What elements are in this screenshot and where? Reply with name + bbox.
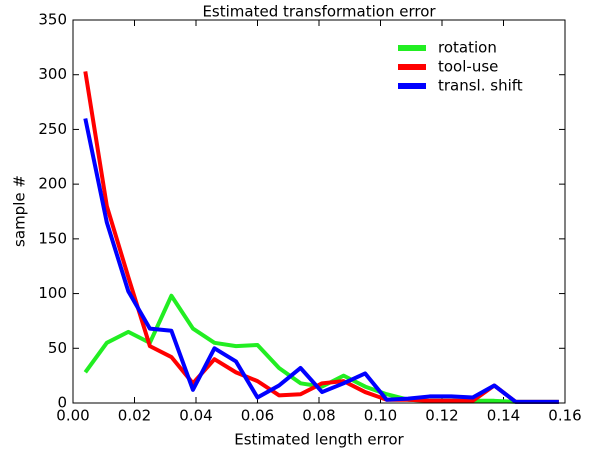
- x-tick-label: 0.06: [241, 407, 274, 425]
- chart-title: Estimated transformation error: [202, 3, 436, 21]
- y-tick-label: 350: [38, 11, 67, 29]
- y-tick-label: 50: [48, 339, 67, 357]
- y-axis-label: sample #: [11, 175, 29, 247]
- y-tick-label: 250: [38, 120, 67, 138]
- y-tick-label: 100: [38, 284, 67, 302]
- legend-label: tool-use: [438, 58, 498, 76]
- data-line: [83, 293, 559, 404]
- x-tick-label: 0.10: [364, 407, 397, 425]
- x-tick-label: 0.08: [302, 407, 335, 425]
- legend-label: rotation: [438, 39, 497, 57]
- x-tick-label: 0.02: [118, 407, 151, 425]
- x-tick-label: 0.14: [487, 407, 520, 425]
- x-tick-label: 0.04: [179, 407, 212, 425]
- data-line: [83, 118, 559, 404]
- y-tick-label: 200: [38, 175, 67, 193]
- x-tick-label: 0.16: [548, 407, 581, 425]
- legend-label: transl. shift: [438, 77, 523, 95]
- y-tick-label: 0: [57, 394, 67, 412]
- data-line: [83, 71, 559, 404]
- plot-frame: [72, 19, 566, 404]
- x-tick-label: 0.00: [56, 407, 89, 425]
- x-axis-label: Estimated length error: [234, 431, 404, 449]
- x-tick-label: 0.12: [425, 407, 458, 425]
- y-tick-label: 300: [38, 65, 67, 83]
- y-tick-label: 150: [38, 229, 67, 247]
